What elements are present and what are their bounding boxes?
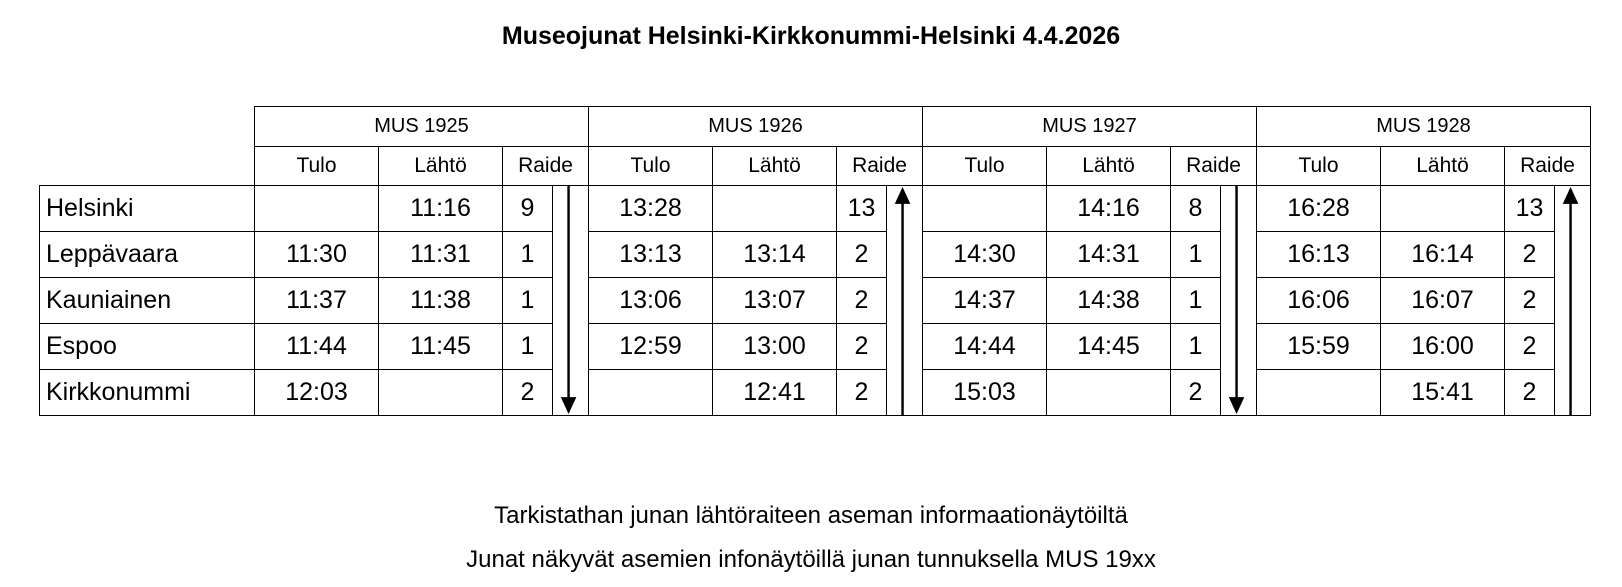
departure-time (378, 369, 503, 416)
station-name: Kauniainen (39, 277, 255, 324)
arrival-time: 11:30 (254, 231, 379, 278)
departure-time: 16:00 (1380, 323, 1505, 370)
track-number: 2 (836, 231, 887, 278)
direction-down-arrow-icon (1220, 185, 1257, 416)
track-number: 2 (836, 369, 887, 416)
track-number: 2 (1504, 277, 1555, 324)
arrival-time: 13:06 (588, 277, 713, 324)
arrival-time: 15:03 (922, 369, 1047, 416)
track-number: 2 (836, 277, 887, 324)
table-row: Kauniainen 11:37 11:38 1 13:06 13:07 2 14:37 14:… (39, 277, 1591, 324)
track-number: 2 (1504, 231, 1555, 278)
table-row: Leppävaara 11:30 11:31 1 13:13 13:14 2 14:30 14:… (39, 231, 1591, 278)
departure-time: 14:45 (1046, 323, 1171, 370)
track-number: 1 (502, 323, 553, 370)
arrival-header: Tulo (922, 146, 1047, 186)
departure-header: Lähtö (378, 146, 503, 186)
arrival-time: 15:59 (1256, 323, 1381, 370)
arrival-time: 13:28 (588, 185, 713, 232)
arrival-time: 13:13 (588, 231, 713, 278)
arrival-time (922, 185, 1047, 232)
departure-time: 16:14 (1380, 231, 1505, 278)
track-number: 1 (1170, 277, 1221, 324)
track-header: Raide (836, 146, 923, 186)
arrival-header: Tulo (254, 146, 379, 186)
station-name: Leppävaara (39, 231, 255, 278)
station-name: Kirkkonummi (39, 369, 255, 416)
departure-header: Lähtö (712, 146, 837, 186)
track-number: 8 (1170, 185, 1221, 232)
track-number: 2 (1170, 369, 1221, 416)
direction-up-arrow-icon (886, 185, 923, 416)
table-row: Espoo 11:44 11:45 1 12:59 13:00 2 14:44 14:45 1 15… (39, 323, 1591, 370)
departure-time: 11:38 (378, 277, 503, 324)
departure-time: 12:41 (712, 369, 837, 416)
track-number: 2 (502, 369, 553, 416)
arrival-time: 16:28 (1256, 185, 1381, 232)
track-number: 2 (1504, 369, 1555, 416)
arrival-time: 11:37 (254, 277, 379, 324)
track-number: 13 (836, 185, 887, 232)
arrival-time: 14:37 (922, 277, 1047, 324)
header-row-trains: MUS 1925 MUS 1926 MUS 1927 MUS 1928 (40, 106, 1591, 147)
track-header: Raide (1504, 146, 1591, 186)
track-number: 1 (1170, 231, 1221, 278)
track-number: 2 (1504, 323, 1555, 370)
departure-time: 14:31 (1046, 231, 1171, 278)
station-name: Helsinki (39, 185, 255, 232)
direction-down-arrow-icon (552, 185, 589, 416)
arrival-time (1256, 369, 1381, 416)
train-header: MUS 1928 (1256, 106, 1591, 147)
track-number: 2 (836, 323, 887, 370)
arrival-time (588, 369, 713, 416)
table-row: Kirkkonummi 12:03 2 12:41 2 15:03 2 15:41 2 (39, 369, 1591, 416)
arrival-time (254, 185, 379, 232)
departure-time: 11:31 (378, 231, 503, 278)
departure-time: 16:07 (1380, 277, 1505, 324)
train-header: MUS 1927 (922, 106, 1257, 147)
departure-time: 15:41 (1380, 369, 1505, 416)
arrival-time: 14:44 (922, 323, 1047, 370)
departure-time: 13:00 (712, 323, 837, 370)
track-number: 13 (1504, 185, 1555, 232)
track-number: 1 (502, 231, 553, 278)
arrival-time: 14:30 (922, 231, 1047, 278)
station-name: Espoo (39, 323, 255, 370)
departure-time: 13:14 (712, 231, 837, 278)
track-header: Raide (502, 146, 589, 186)
departure-time: 11:45 (378, 323, 503, 370)
track-number: 9 (502, 185, 553, 232)
direction-up-arrow-icon (1554, 185, 1591, 416)
departure-header: Lähtö (1046, 146, 1171, 186)
header-row-columns: Tulo Lähtö Raide Tulo Lähtö Raide Tulo Lähtö Rai… (40, 146, 1591, 186)
departure-time: 13:07 (712, 277, 837, 324)
departure-time (1046, 369, 1171, 416)
departure-time: 11:16 (378, 185, 503, 232)
corner-blank (40, 147, 255, 186)
arrival-header: Tulo (1256, 146, 1381, 186)
departure-time (712, 185, 837, 232)
track-number: 1 (502, 277, 553, 324)
track-header: Raide (1170, 146, 1257, 186)
table-row: Helsinki 11:16 9 13:28 13 14:16 8 16:28 13 (39, 185, 1591, 416)
arrival-time: 12:03 (254, 369, 379, 416)
page-title: Museojunat Helsinki-Kirkkonummi-Helsinki… (501, 22, 1121, 50)
footer-note-train-id: Junat näkyvät asemien infonäytöillä juna… (466, 546, 1156, 573)
timetable: MUS 1925 MUS 1926 MUS 1927 MUS 1928 Tulo Läht… (39, 106, 1591, 416)
arrival-time: 16:06 (1256, 277, 1381, 324)
departure-time: 14:16 (1046, 185, 1171, 232)
departure-header: Lähtö (1380, 146, 1505, 186)
arrival-time: 11:44 (254, 323, 379, 370)
arrival-header: Tulo (588, 146, 713, 186)
arrival-time: 12:59 (588, 323, 713, 370)
footer-note-track: Tarkistathan junan lähtöraiteen aseman i… (494, 502, 1128, 529)
departure-time (1380, 185, 1505, 232)
departure-time: 14:38 (1046, 277, 1171, 324)
train-header: MUS 1925 (254, 106, 589, 147)
arrival-time: 16:13 (1256, 231, 1381, 278)
corner-blank (40, 107, 255, 147)
track-number: 1 (1170, 323, 1221, 370)
train-header: MUS 1926 (588, 106, 923, 147)
